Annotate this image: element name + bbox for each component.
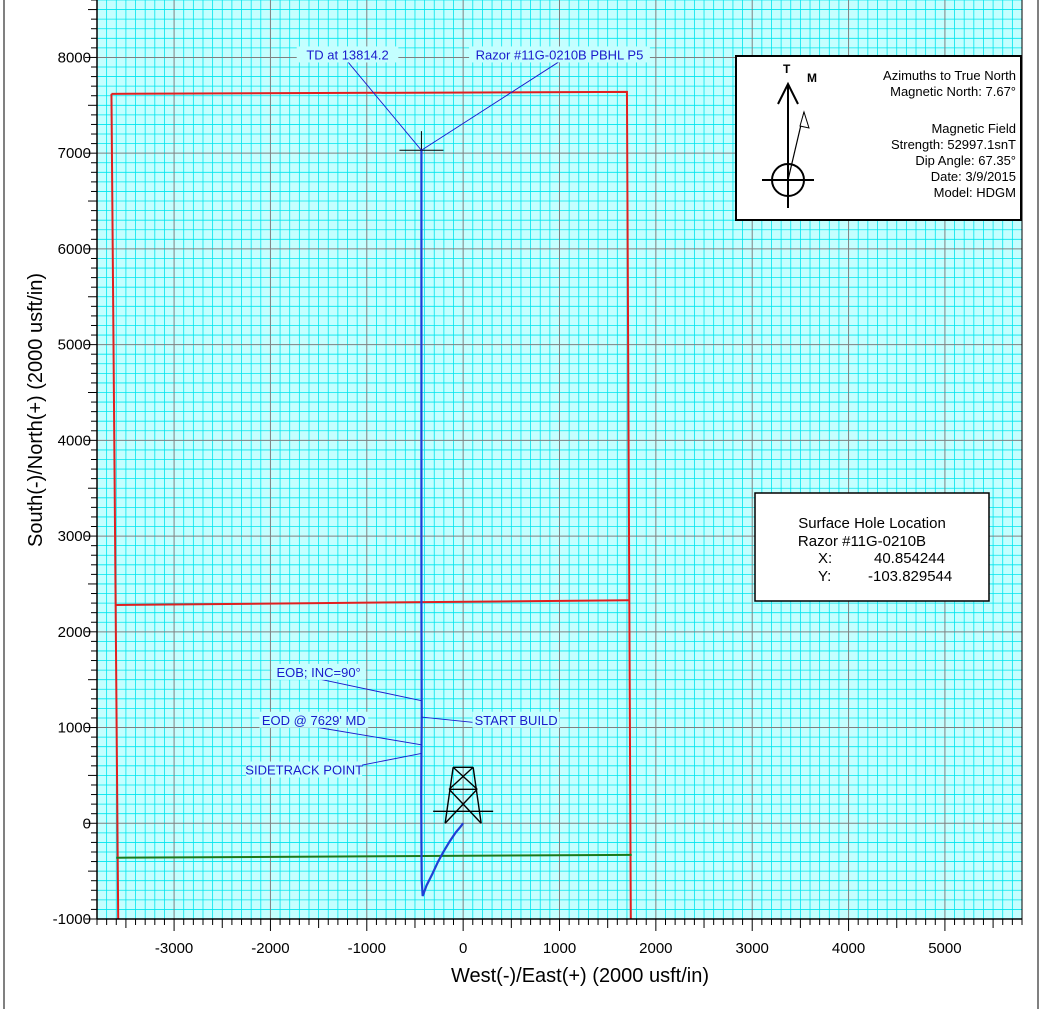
surface-x-label: X: [818, 550, 832, 567]
annotation-leader [421, 61, 560, 151]
north-arrow-icon [762, 81, 814, 208]
annotation-bg [271, 663, 366, 680]
y-tick-label: 1000 [58, 720, 91, 737]
boundary-line [116, 853, 632, 859]
azimuth-reference: Azimuths to True North [883, 68, 1016, 83]
north-box-frame [735, 55, 1022, 221]
annotation-leader [318, 678, 422, 702]
rig-strut [444, 788, 478, 824]
magnetic-north-value: Magnetic North: 7.67° [890, 84, 1016, 99]
annotation-bg [472, 711, 560, 728]
y-axis-ticks: -1000 0 1000 2000 3000 4000 5000 6000 7000 8000 [53, 0, 97, 928]
annotation-label: SIDETRACK POINT [245, 763, 363, 778]
boundary-line [116, 599, 629, 607]
annotation-bg [246, 761, 363, 778]
annotation-label: START BUILD [475, 713, 558, 728]
wellpath-line [420, 150, 465, 897]
surface-x-value: 40.854244 [874, 550, 945, 567]
annotation-leader [313, 726, 422, 746]
boundary-line [111, 90, 632, 920]
model-date: Date: 3/9/2015 [931, 169, 1016, 184]
annotation-label: EOB; INC=90° [276, 665, 360, 680]
x-tick-label: -1000 [348, 940, 386, 957]
axes: -3000 -2000 -1000 0 1000 2000 3000 4000 5000 -10… [25, 0, 1023, 987]
true-north-label: T [783, 62, 791, 76]
surface-location-box: Surface Hole Location Razor #11G-0210B X… [754, 492, 990, 602]
drilling-rig-icon [433, 766, 494, 824]
y-tick-label: -1000 [53, 911, 91, 928]
dip-angle: Dip Angle: 67.35° [915, 153, 1016, 168]
x-tick-label: -3000 [155, 940, 193, 957]
y-tick-label: 0 [83, 815, 91, 832]
rig-strut [452, 766, 478, 790]
y-tick-label: 4000 [58, 432, 91, 449]
x-tick-label: 5000 [928, 940, 961, 957]
x-tick-label: 3000 [736, 940, 769, 957]
y-tick-label: 3000 [58, 528, 91, 545]
rig-strut [448, 766, 474, 790]
annotation-label: TD at 13814.2 [306, 47, 388, 62]
x-axis-ticks: -3000 -2000 -1000 0 1000 2000 3000 4000 5000 [96, 919, 1023, 957]
y-tick-label: 2000 [58, 624, 91, 641]
x-axis-label: West(-)/East(+) (2000 usft/in) [451, 965, 709, 987]
surface-box-title: Surface Hole Location [798, 515, 946, 532]
y-tick-label: 7000 [58, 145, 91, 162]
x-tick-label: 4000 [832, 940, 865, 957]
rig-strut [448, 788, 482, 824]
annotation-label: EOD @ 7629' MD [262, 713, 366, 728]
annotation-label: Razor #11G-0210B PBHL P5 [476, 47, 644, 62]
annotation-bg [296, 46, 399, 63]
y-tick-label: 6000 [58, 241, 91, 258]
model-name: Model: HDGM [934, 185, 1016, 200]
annotation-bg [259, 711, 369, 728]
magnetic-field-title: Magnetic Field [931, 121, 1016, 136]
x-tick-label: 0 [459, 940, 467, 957]
boundary-line [110, 93, 120, 920]
y-axis-label: South(-)/North(+) (2000 usft/in) [25, 273, 47, 547]
surface-y-label: Y: [818, 568, 831, 585]
lease-boundaries [110, 90, 632, 920]
y-tick-label: 8000 [58, 49, 91, 66]
rig-strut [472, 767, 482, 824]
x-tick-label: 2000 [639, 940, 672, 957]
north-arrow-box: T M Azimuths to True North Magnetic Nort… [735, 55, 1022, 221]
annotation-bg [469, 46, 650, 63]
x-tick-label: -2000 [251, 940, 289, 957]
y-tick-label: 5000 [58, 337, 91, 354]
surface-box-well: Razor #11G-0210B [798, 533, 926, 550]
surface-y-value: -103.829544 [868, 568, 952, 585]
surface-box-frame [754, 492, 990, 602]
annotation-leader [347, 61, 422, 151]
annotations: TD at 13814.2 Razor #11G-0210B PBHL P5 EOB… [245, 46, 650, 778]
x-tick-label: 1000 [543, 940, 576, 957]
rig-strut [444, 767, 454, 824]
magnetic-north-label: M [807, 71, 817, 85]
field-strength: Strength: 52997.1snT [891, 137, 1016, 152]
